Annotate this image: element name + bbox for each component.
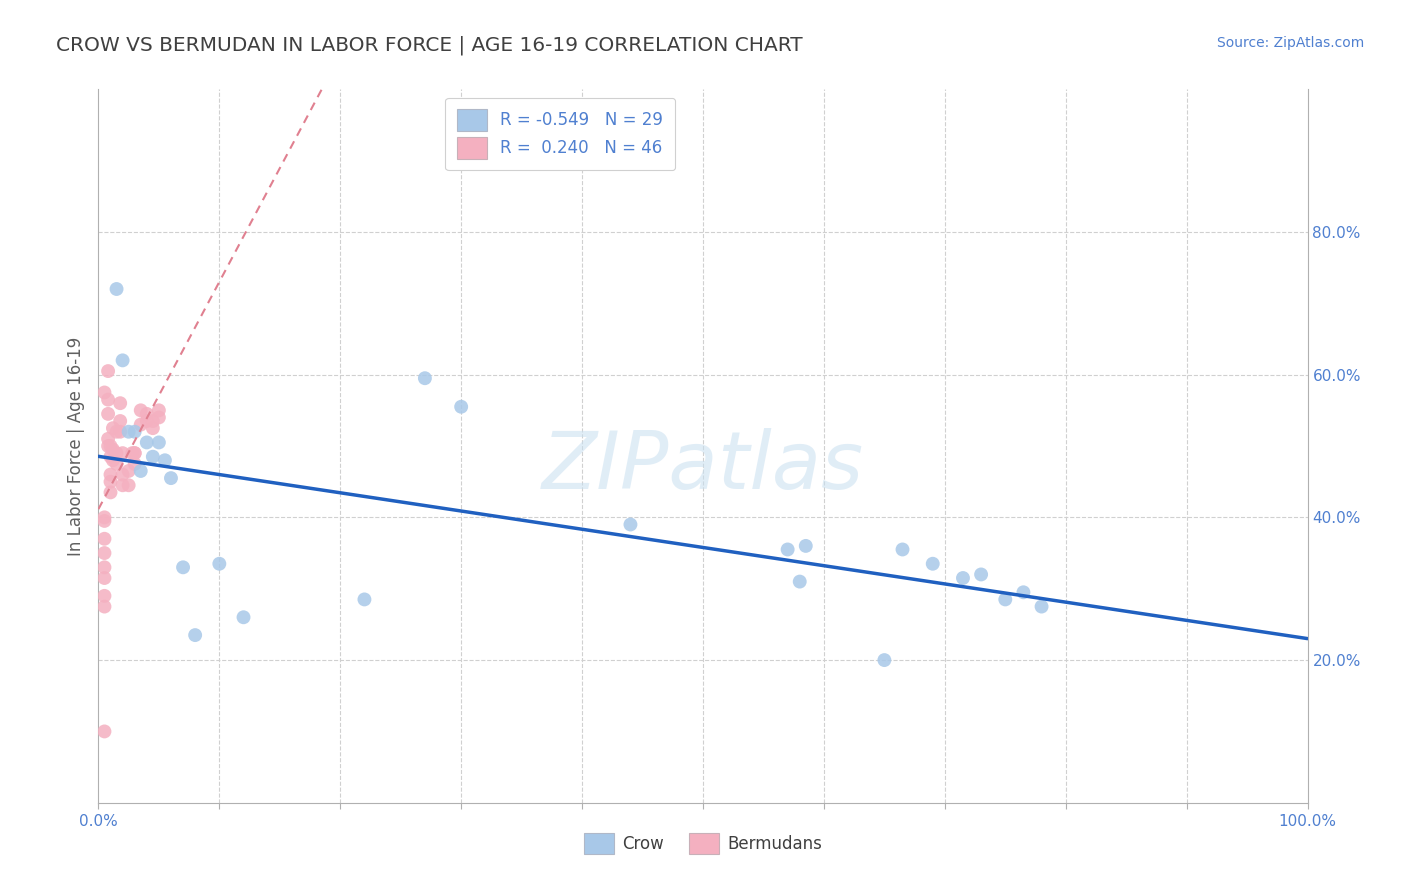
Point [93,532,115,546]
Point [994,592,1017,607]
Point [93,510,115,524]
Point [142,421,165,435]
Point [111,467,134,482]
Point [129,403,152,417]
Point [124,457,146,471]
Point [789,574,811,589]
Point [118,425,141,439]
Point [129,417,152,432]
Point [100,475,122,489]
Point [619,517,641,532]
Point [142,450,165,464]
Y-axis label: In Labor Force | Age 16-19: In Labor Force | Age 16-19 [66,336,84,556]
Point [93,546,115,560]
Point [776,542,799,557]
Point [105,425,128,439]
Point [1012,585,1035,599]
Point [118,478,141,492]
Point [93,514,115,528]
Point [148,410,170,425]
Point [135,435,157,450]
Point [97,407,120,421]
Point [93,571,115,585]
Point [105,282,128,296]
Point [100,439,122,453]
Point [160,471,183,485]
Point [101,421,124,435]
Point [135,407,157,421]
Point [124,446,146,460]
Text: ZIPatlas: ZIPatlas [541,428,865,507]
Point [93,724,115,739]
Legend: Crow, Bermudans: Crow, Bermudans [575,824,831,863]
Point [172,560,194,574]
Point [100,450,122,464]
Point [93,385,115,400]
Point [97,432,120,446]
Point [93,599,115,614]
Point [111,353,134,368]
Point [135,414,157,428]
Point [111,478,134,492]
Point [97,392,120,407]
Point [873,653,896,667]
Point [118,464,141,478]
Point [142,414,165,428]
Point [208,557,231,571]
Point [450,400,472,414]
Point [794,539,817,553]
Point [100,485,122,500]
Point [232,610,254,624]
Point [184,628,207,642]
Point [105,446,128,460]
Point [353,592,375,607]
Point [124,425,146,439]
Point [1031,599,1053,614]
Point [111,446,134,460]
Point [97,439,120,453]
Point [97,364,120,378]
Point [148,403,170,417]
Point [100,467,122,482]
Point [105,457,128,471]
Point [108,396,131,410]
Point [413,371,436,385]
Point [101,442,124,457]
Point [93,589,115,603]
Point [952,571,974,585]
Text: Source: ZipAtlas.com: Source: ZipAtlas.com [1216,36,1364,50]
Point [121,446,143,460]
Point [148,435,170,450]
Point [93,560,115,574]
Point [891,542,914,557]
Point [921,557,943,571]
Point [129,464,152,478]
Text: CROW VS BERMUDAN IN LABOR FORCE | AGE 16-19 CORRELATION CHART: CROW VS BERMUDAN IN LABOR FORCE | AGE 16… [56,36,803,55]
Point [153,453,176,467]
Point [108,425,131,439]
Point [101,453,124,467]
Point [108,414,131,428]
Point [970,567,993,582]
Point [124,446,146,460]
